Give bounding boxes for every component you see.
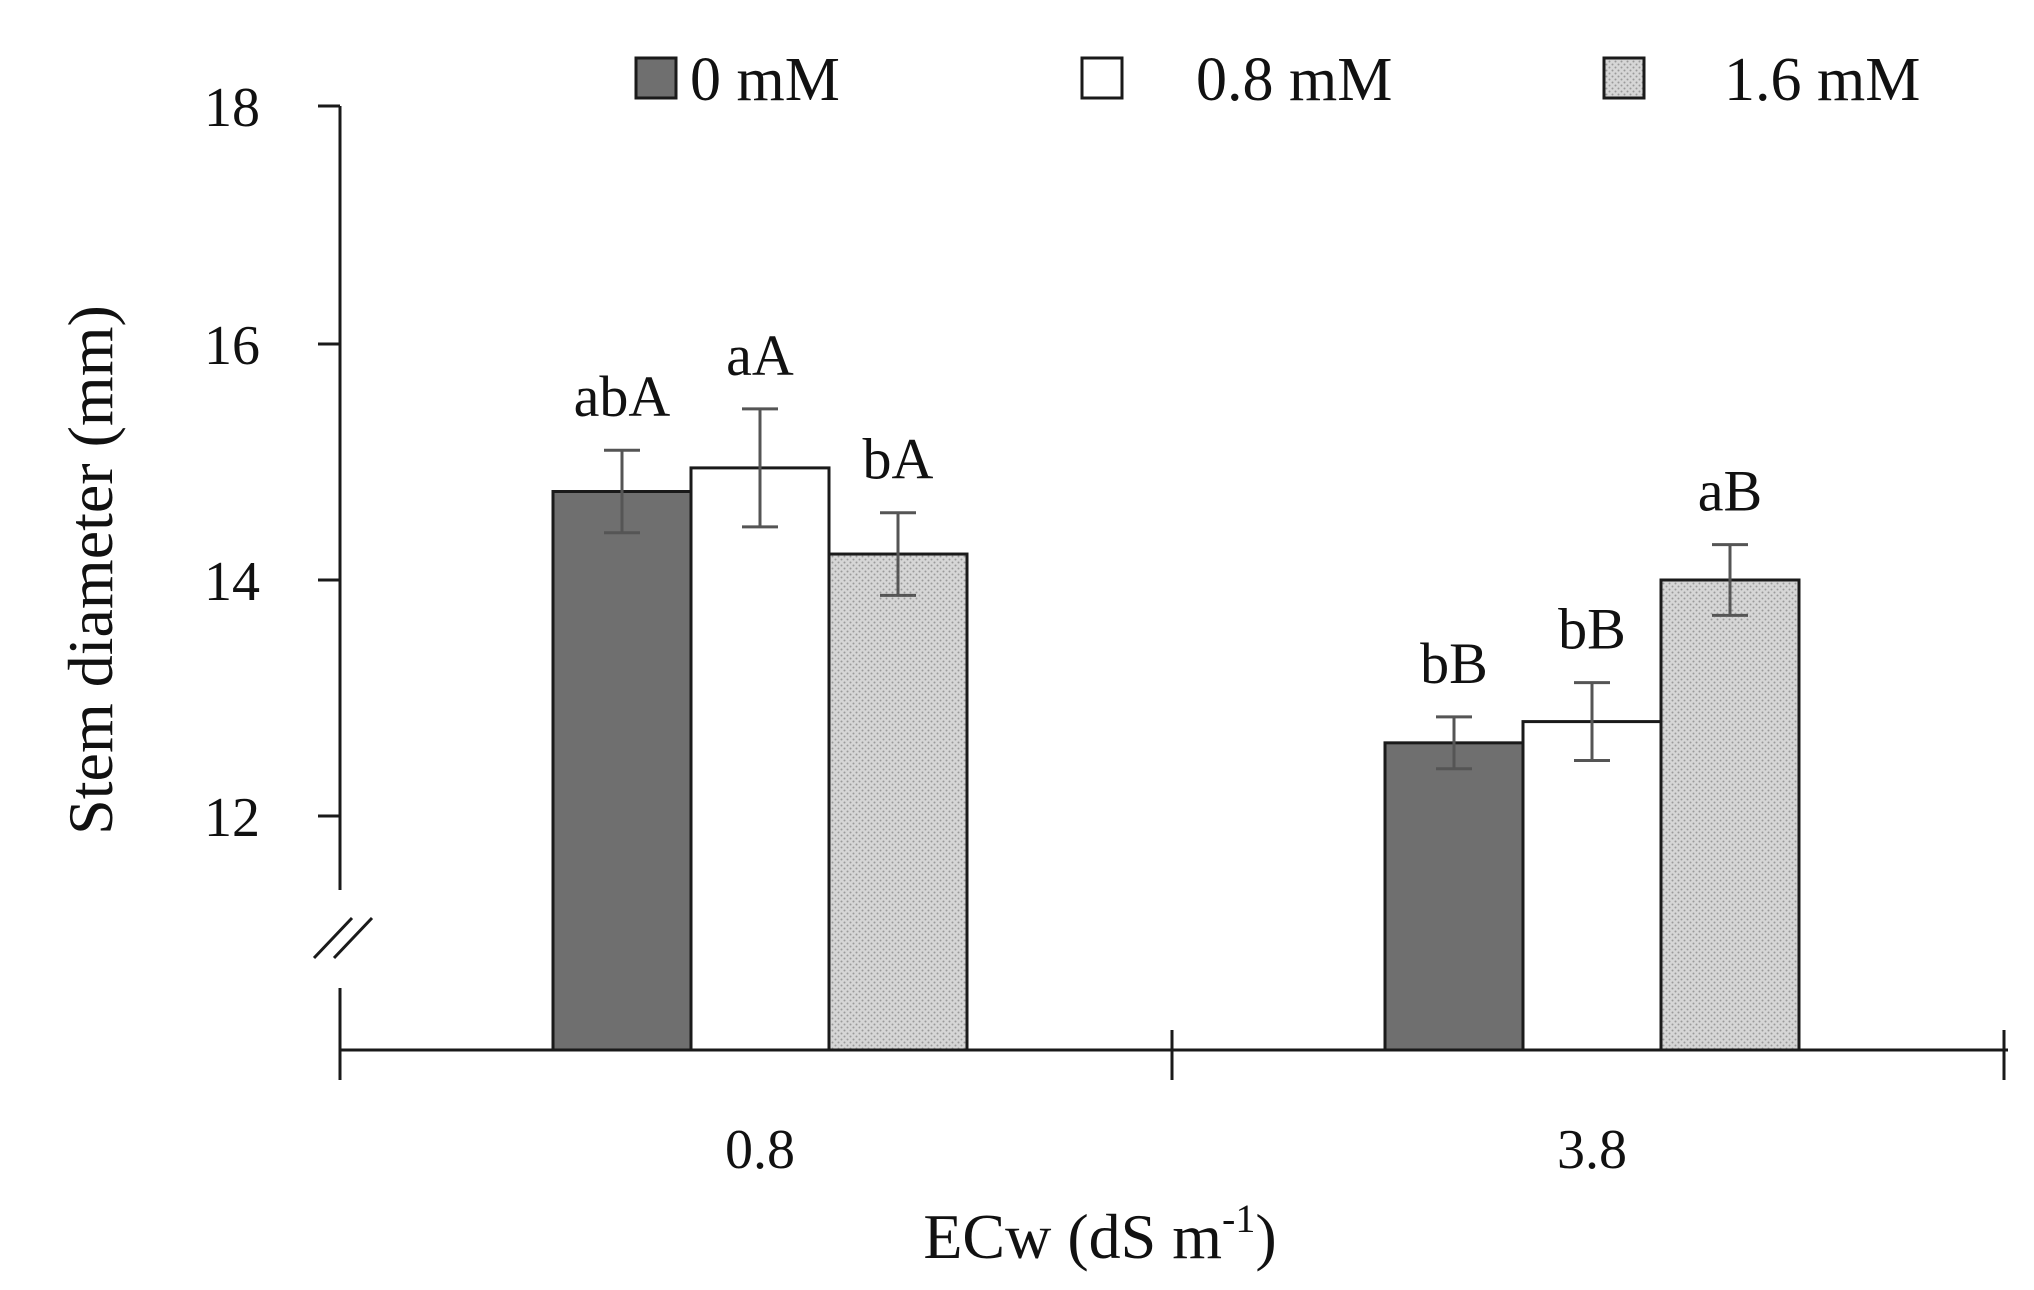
legend: 0 mM 0.8 mM 1.6 mM: [634, 46, 1920, 114]
x-tick-label-0-8: 0.8: [725, 1119, 795, 1181]
y-tick-label-14: 14: [204, 551, 260, 613]
bars-layer: abA aA bA bB bB aB: [551, 323, 1801, 1052]
legend-swatch-0mm: [634, 56, 678, 100]
y-axis-break-mark-1: [312, 916, 354, 960]
x-axis-title-close: ): [1255, 1201, 1276, 1272]
bar-08mm-ecw-3-8: [1521, 720, 1663, 1052]
bar-label-08mm-ecw-3-8: bB: [1558, 597, 1626, 662]
bar-16mm-ecw-0-8: [827, 552, 969, 1052]
legend-swatch-16mm: [1602, 56, 1646, 100]
y-axis-break-mark-2: [332, 916, 374, 960]
bar-0mm-ecw-3-8: [1383, 741, 1525, 1052]
legend-label-0mm: 0 mM: [690, 46, 840, 114]
legend-swatch-08mm: [1080, 56, 1124, 100]
bar-label-16mm-ecw-3-8: aB: [1698, 459, 1762, 524]
x-axis-title-superscript: -1: [1222, 1196, 1255, 1241]
legend-label-16mm: 1.6 mM: [1724, 46, 1920, 114]
bar-16mm-ecw-3-8: [1659, 578, 1801, 1052]
bar-label-0mm-ecw-0-8: abA: [574, 364, 671, 429]
y-axis: 12 14 16 18 Stem diameter (mm): [55, 77, 374, 1050]
x-tick-label-3-8: 3.8: [1557, 1119, 1627, 1181]
legend-label-08mm: 0.8 mM: [1196, 46, 1392, 114]
y-axis-title: Stem diameter (mm): [55, 305, 126, 835]
y-tick-label-16: 16: [204, 315, 260, 377]
y-tick-label-18: 18: [204, 77, 260, 139]
x-axis-title-main: ECw (dS m: [923, 1201, 1222, 1272]
bar-0mm-ecw-0-8: [551, 490, 693, 1052]
bar-label-08mm-ecw-0-8: aA: [726, 323, 794, 388]
bar-08mm-ecw-0-8: [689, 466, 831, 1052]
x-axis: 0.8 3.8 ECw (dS m-1): [338, 1030, 2008, 1272]
bar-label-16mm-ecw-0-8: bA: [863, 427, 934, 492]
bar-label-0mm-ecw-3-8: bB: [1420, 631, 1488, 696]
y-tick-label-12: 12: [204, 787, 260, 849]
x-axis-title: ECw (dS m-1): [923, 1196, 1276, 1272]
